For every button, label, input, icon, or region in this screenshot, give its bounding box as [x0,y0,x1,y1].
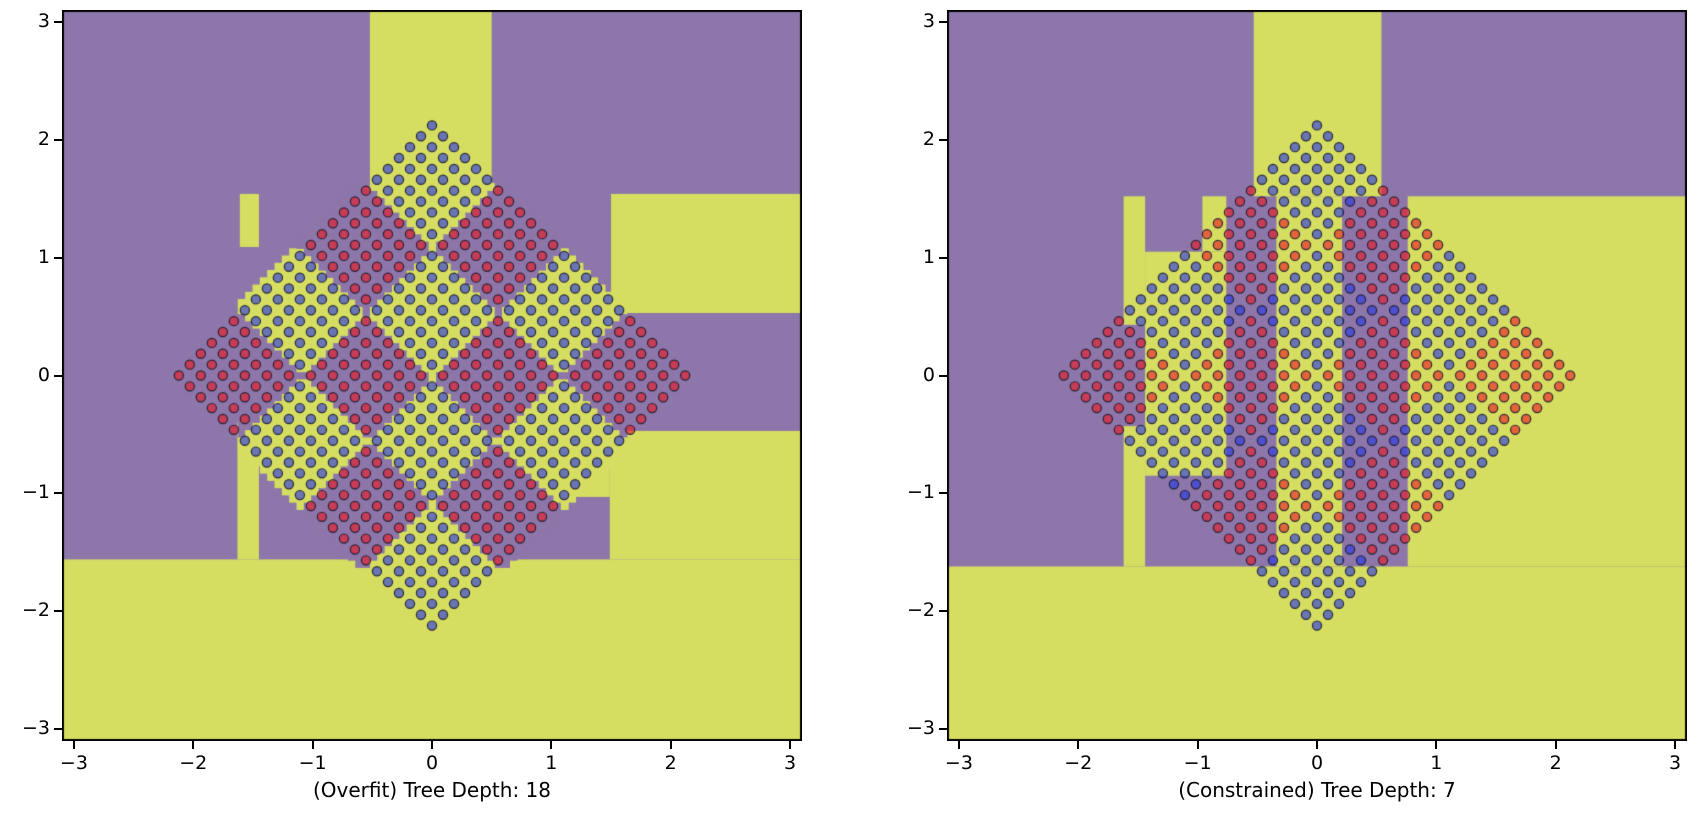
y-tick-mark [939,610,947,613]
x-tick-label: 2 [664,752,677,774]
x-tick-label: 0 [1310,752,1324,774]
x-tick-mark [1674,741,1677,749]
y-tick-mark [939,374,947,377]
x-tick-label: 3 [784,752,797,774]
y-tick-label: −1 [21,481,50,504]
y-tick-label: 0 [37,363,50,386]
x-tick-mark [957,741,960,749]
y-tick-label: 2 [37,127,50,150]
y-tick-label: 3 [37,9,50,32]
y-tick-label: −2 [21,599,50,622]
x-tick-mark [1435,741,1438,749]
y-tick-mark [54,492,62,495]
y-tick-mark [54,728,62,731]
y-tick-mark [939,256,947,259]
x-tick-label: 2 [1549,752,1562,774]
x-tick-label: 0 [425,752,439,774]
x-tick-mark [1316,741,1318,749]
y-tick-mark [54,256,62,259]
y-tick-label: 3 [922,9,935,32]
x-tick-label: −3 [944,752,973,774]
x-tick-mark [311,741,314,749]
x-tick-label: −3 [59,752,88,774]
x-tick-mark [431,741,433,749]
x-tick-label: 1 [545,752,558,774]
y-tick-label: 2 [922,127,935,150]
x-tick-label: −2 [1064,752,1093,774]
x-tick-mark [789,741,792,749]
x-tick-label: 1 [1430,752,1443,774]
x-tick-mark [669,741,672,749]
x-tick-mark [550,741,553,749]
x-tick-label: −1 [1183,752,1212,774]
y-tick-mark [939,492,947,495]
constrained-canvas [947,10,1687,741]
y-tick-label: −2 [906,599,935,622]
x-tick-label: −2 [179,752,208,774]
constrained-xlabel: (Constrained) Tree Depth: 7 [1178,778,1456,802]
overfit-canvas [62,10,802,741]
x-tick-mark [1196,741,1199,749]
y-tick-label: −3 [21,717,50,740]
y-tick-label: 0 [922,363,935,386]
y-tick-label: 1 [37,245,50,268]
y-tick-mark [939,20,947,23]
y-tick-mark [54,610,62,613]
x-tick-mark [1077,741,1080,749]
x-tick-mark [1554,741,1557,749]
x-tick-mark [192,741,195,749]
y-tick-label: 1 [922,245,935,268]
x-tick-mark [72,741,75,749]
y-tick-mark [54,374,62,377]
y-tick-mark [54,138,62,141]
y-tick-mark [54,20,62,23]
y-tick-mark [939,728,947,731]
overfit-xlabel: (Overfit) Tree Depth: 18 [313,778,551,802]
y-tick-label: −1 [906,481,935,504]
x-tick-label: 3 [1669,752,1682,774]
y-tick-label: −3 [906,717,935,740]
x-tick-label: −1 [298,752,327,774]
y-tick-mark [939,138,947,141]
